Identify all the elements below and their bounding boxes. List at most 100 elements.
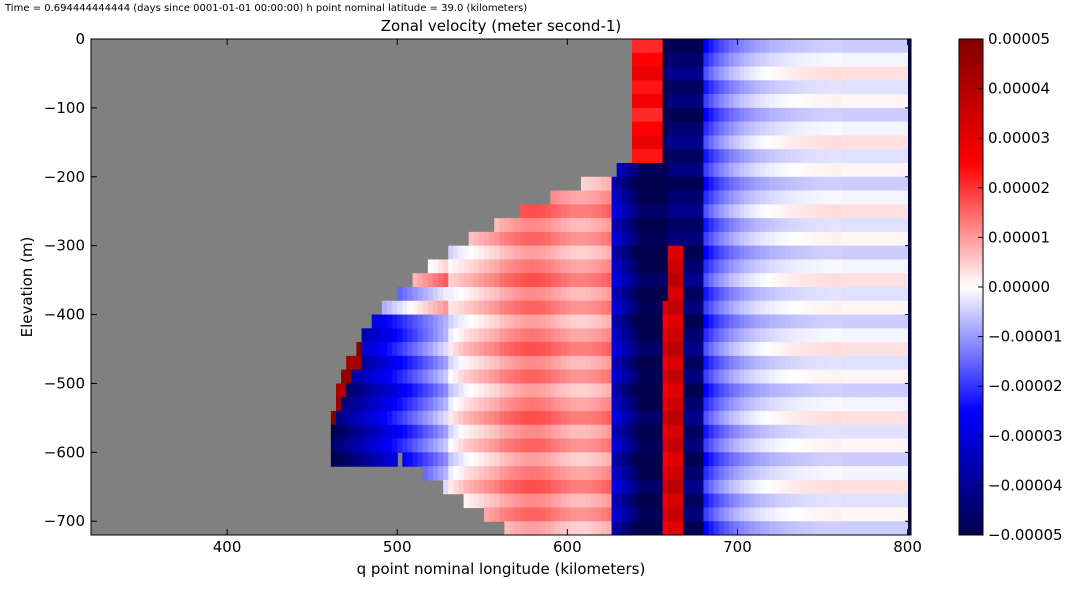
heatmap-cell (790, 287, 796, 302)
heatmap-cell (606, 328, 613, 343)
heatmap-cell (565, 424, 572, 440)
heatmap-cell (882, 287, 888, 302)
heatmap-cell (683, 231, 689, 247)
heatmap-cell (780, 287, 786, 302)
heatmap-cell (596, 300, 602, 316)
heatmap-cell (815, 163, 822, 178)
heatmap-edge-column (908, 39, 911, 535)
heatmap-cell (611, 273, 618, 288)
heatmap-cell (754, 176, 761, 192)
heatmap-cell (683, 355, 689, 371)
heatmap-cell (346, 452, 352, 467)
heatmap-cell (626, 452, 633, 467)
heatmap-cell (800, 300, 807, 316)
heatmap-cell (815, 342, 822, 357)
heatmap-cell (662, 521, 669, 535)
heatmap-cell (683, 52, 689, 68)
heatmap-cell (825, 190, 832, 205)
heatmap-cell (871, 328, 878, 343)
heatmap-cell (892, 314, 898, 329)
heatmap-cell (499, 438, 506, 453)
heatmap-cell (810, 300, 817, 316)
heatmap-cell (631, 466, 638, 481)
heatmap-cell (330, 452, 337, 467)
heatmap-cell (422, 369, 429, 385)
heatmap-cell (550, 369, 557, 385)
heatmap-cell (494, 369, 500, 385)
heatmap-cell (825, 397, 832, 412)
heatmap-cell (580, 438, 587, 453)
heatmap-cell (856, 397, 863, 412)
heatmap-cell (509, 259, 516, 274)
heatmap-cell (432, 397, 439, 412)
heatmap-cell (744, 135, 750, 150)
heatmap-cell (856, 245, 863, 261)
heatmap-cell (514, 521, 521, 535)
heatmap-cell (524, 369, 531, 385)
heatmap-cell (698, 80, 705, 95)
heatmap-cell (718, 135, 725, 150)
heatmap-cell (657, 438, 664, 453)
heatmap-cell (688, 204, 694, 219)
heatmap-cell (708, 94, 715, 109)
heatmap-cell (764, 383, 771, 398)
heatmap-cell (739, 466, 745, 481)
heatmap-cell (683, 438, 689, 453)
heatmap-cell (764, 273, 771, 288)
heatmap-cell (611, 245, 618, 261)
heatmap-cell (611, 369, 618, 385)
heatmap-cell (902, 493, 909, 509)
heatmap-cell (586, 287, 592, 302)
heatmap-cell (846, 342, 853, 357)
heatmap-cell (443, 273, 449, 288)
heatmap-cell (688, 121, 694, 137)
heatmap-cell (397, 438, 403, 453)
heatmap-cell (565, 452, 572, 467)
heatmap-cell (376, 411, 383, 426)
heatmap-cell (825, 259, 832, 274)
heatmap-cell (846, 176, 853, 192)
heatmap-cell (504, 479, 511, 495)
heatmap-cell (565, 479, 572, 495)
heatmap-cell (535, 231, 541, 247)
heatmap-cell (529, 507, 536, 522)
heatmap-cell (601, 287, 608, 302)
heatmap-cell (677, 369, 684, 385)
heatmap-cell (616, 521, 623, 535)
heatmap-cell (856, 438, 863, 453)
heatmap-cell (759, 521, 766, 535)
heatmap-cell (759, 466, 766, 481)
heatmap-cell (524, 438, 531, 453)
heatmap-cell (805, 231, 812, 247)
heatmap-cell (580, 452, 587, 467)
heatmap-cell (790, 355, 796, 371)
y-tick-label: 0 (75, 30, 85, 48)
heatmap-cell (728, 438, 735, 453)
heatmap-cell (448, 369, 454, 385)
heatmap-cell (611, 452, 618, 467)
heatmap-cell (876, 411, 883, 426)
heatmap-cell (519, 466, 526, 481)
heatmap-cell (458, 273, 465, 288)
heatmap-cell (422, 314, 429, 329)
heatmap-cell (392, 300, 398, 316)
heatmap-cell (647, 273, 654, 288)
heatmap-cell (892, 245, 898, 261)
heatmap-cell (815, 135, 822, 150)
heatmap-cell (744, 342, 750, 357)
heatmap-cell (483, 466, 490, 481)
heatmap-cell (774, 466, 781, 481)
heatmap-cell (453, 438, 460, 453)
heatmap-cell (856, 479, 863, 495)
heatmap-cell (611, 411, 618, 426)
heatmap-cell (718, 466, 725, 481)
heatmap-cell (795, 80, 802, 95)
heatmap-cell (805, 176, 812, 192)
heatmap-cell (795, 355, 802, 371)
heatmap-cell (851, 245, 858, 261)
heatmap-cell (662, 121, 669, 137)
heatmap-cell (621, 300, 628, 316)
heatmap-cell (728, 411, 735, 426)
heatmap-cell (519, 424, 526, 440)
heatmap-cell (519, 397, 526, 412)
